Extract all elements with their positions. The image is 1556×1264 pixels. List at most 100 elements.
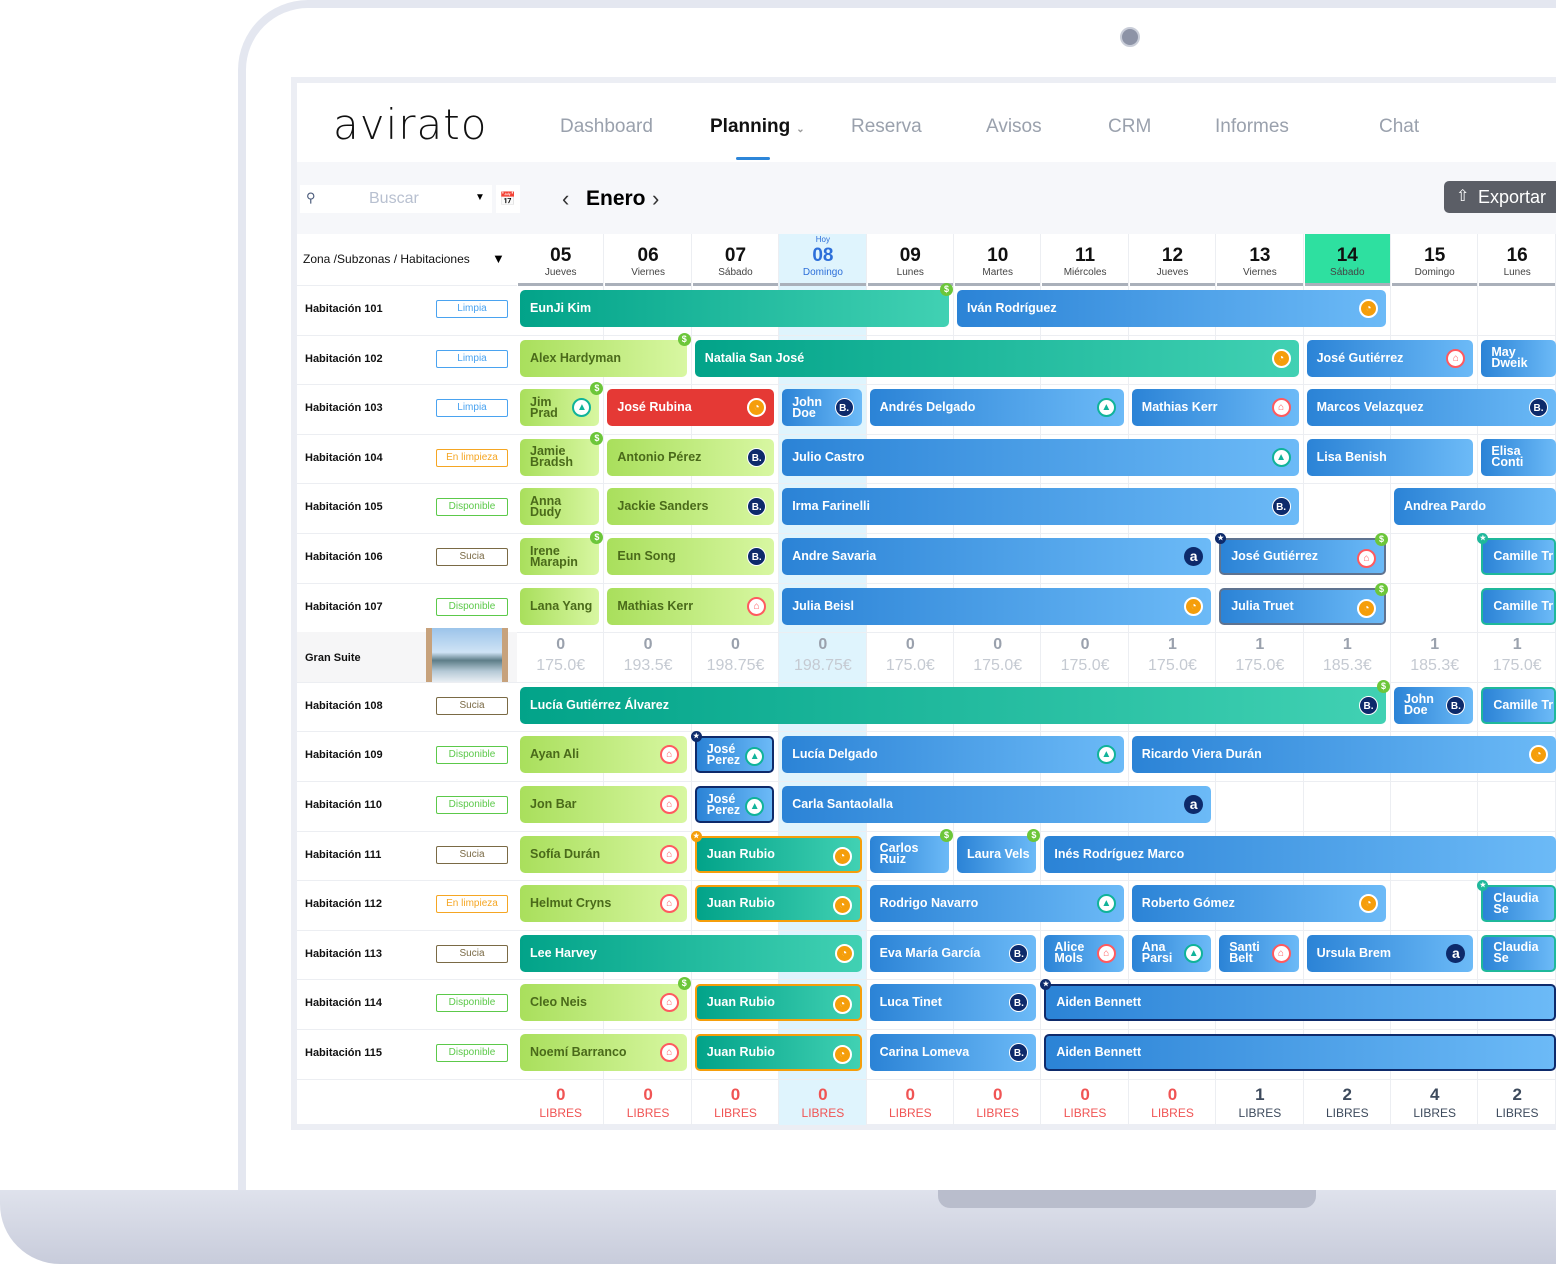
booking-bar[interactable]: Rodrigo Navarro ▲: [869, 885, 1124, 923]
booking-bar[interactable]: Iván Rodríguez ◔: [957, 290, 1386, 327]
day-header-08[interactable]: Hoy 08 Domingo: [780, 234, 866, 286]
export-button[interactable]: ⇧ Exportar: [1444, 181, 1556, 213]
booking-bar[interactable]: Laura Vels $: [957, 828, 1041, 873]
booking-bar[interactable]: Antonio Pérez B.: [607, 438, 775, 476]
booking-bar[interactable]: José Perez ▲: [694, 786, 775, 823]
room-status-badge[interactable]: En limpieza: [436, 895, 508, 914]
room-status-badge[interactable]: Limpia: [436, 300, 508, 318]
booking-bar[interactable]: Andrea Pardo: [1394, 488, 1556, 526]
booking-bar[interactable]: Ayan Ali ⌂: [520, 736, 687, 774]
booking-bar[interactable]: Camille Tr: [1481, 587, 1556, 625]
booking-bar[interactable]: John Doe B.: [782, 389, 862, 427]
booking-bar[interactable]: Claudia Se: [1481, 934, 1556, 972]
next-month-button[interactable]: ›: [652, 186, 660, 211]
booking-bar[interactable]: Elisa Conti: [1481, 438, 1556, 476]
nav-tab-crm[interactable]: CRM: [1108, 116, 1151, 138]
booking-bar[interactable]: Helmut Cryns ⌂: [520, 885, 687, 923]
booking-bar[interactable]: Santi Belt ⌂: [1219, 934, 1299, 972]
room-status-badge[interactable]: Disponible: [436, 796, 508, 814]
booking-bar[interactable]: Ricardo Viera Durán ◔: [1131, 736, 1556, 774]
nav-tab-informes[interactable]: Informes: [1215, 116, 1289, 138]
booking-bar[interactable]: Anna Dudy: [520, 488, 600, 526]
booking-bar[interactable]: Alice Mols ⌂: [1044, 934, 1124, 972]
booking-bar[interactable]: Carlos Ruiz $: [869, 828, 953, 873]
booking-bar[interactable]: Jamie Bradsh $: [520, 431, 604, 476]
room-status-badge[interactable]: Limpia: [436, 349, 508, 368]
booking-bar[interactable]: Camille Tr ★: [1477, 533, 1556, 575]
booking-bar[interactable]: Lana Yang: [520, 587, 600, 625]
booking-bar[interactable]: Andrés Delgado ▲: [869, 389, 1124, 427]
booking-bar[interactable]: Julia Beisl ◔: [782, 587, 1212, 625]
booking-bar[interactable]: José Gutiérrez ⌂: [1306, 339, 1474, 377]
nav-tab-dashboard[interactable]: Dashboard: [560, 116, 653, 138]
booking-bar[interactable]: Juan Rubio ◔: [694, 1034, 862, 1071]
booking-bar[interactable]: José Gutiérrez ⌂ $ ★: [1215, 533, 1388, 575]
booking-bar[interactable]: Lee Harvey ◔: [520, 934, 862, 972]
day-header-12[interactable]: 12 Jueves: [1129, 234, 1216, 286]
booking-bar[interactable]: Julio Castro ▲: [782, 438, 1299, 476]
day-header-15[interactable]: 15 Domingo: [1392, 234, 1478, 286]
dropdown-icon[interactable]: ▼: [492, 251, 505, 266]
room-status-badge[interactable]: Limpia: [436, 399, 508, 418]
day-header-14[interactable]: 14 Sábado: [1304, 234, 1390, 286]
booking-bar[interactable]: Roberto Gómez ◔: [1131, 885, 1386, 923]
booking-bar[interactable]: Sofía Durán ⌂: [520, 835, 687, 873]
booking-bar[interactable]: Alex Hardyman $: [520, 332, 691, 377]
room-status-badge[interactable]: Disponible: [436, 498, 508, 517]
booking-bar[interactable]: Aiden Bennett: [1044, 1034, 1556, 1071]
booking-bar[interactable]: Ana Parsi ▲: [1131, 934, 1212, 972]
room-status-badge[interactable]: Disponible: [436, 1044, 508, 1062]
booking-bar[interactable]: Noemí Barranco ⌂: [520, 1034, 687, 1071]
booking-bar[interactable]: Mathias Kerr ⌂: [607, 587, 775, 625]
booking-bar[interactable]: Juan Rubio ◔: [694, 885, 862, 923]
booking-bar[interactable]: Carla Santaolalla a: [782, 786, 1212, 823]
booking-bar[interactable]: Camille Tr: [1481, 686, 1556, 724]
prev-month-button[interactable]: ‹: [562, 186, 570, 211]
booking-bar[interactable]: EunJi Kim $: [520, 283, 953, 327]
booking-bar[interactable]: José Rubina ◔: [607, 389, 775, 427]
room-status-badge[interactable]: Disponible: [436, 746, 508, 765]
booking-bar[interactable]: Jon Bar ⌂: [520, 786, 687, 823]
booking-bar[interactable]: Jackie Sanders B.: [607, 488, 775, 526]
booking-bar[interactable]: Lisa Benish: [1306, 438, 1474, 476]
day-header-13[interactable]: 13 Viernes: [1217, 234, 1303, 286]
booking-bar[interactable]: Claudia Se ★: [1477, 880, 1556, 923]
room-status-badge[interactable]: En limpieza: [436, 448, 508, 467]
booking-bar[interactable]: Andre Savaria a: [782, 538, 1212, 575]
nav-tab-planning[interactable]: Planning ⌄: [710, 116, 805, 138]
chevron-down-icon[interactable]: ▼: [475, 192, 485, 203]
day-header-16[interactable]: 16 Lunes: [1479, 234, 1555, 286]
booking-bar[interactable]: Eun Song B.: [607, 538, 775, 575]
room-status-badge[interactable]: Sucia: [436, 548, 508, 566]
calendar-icon[interactable]: 📅: [496, 185, 520, 213]
booking-bar[interactable]: Mathias Kerr ⌂: [1131, 389, 1299, 427]
booking-bar[interactable]: Eva María García B.: [869, 934, 1037, 972]
day-header-07[interactable]: 07 Sábado: [692, 234, 779, 286]
booking-bar[interactable]: Juan Rubio ◔: [694, 984, 862, 1022]
booking-bar[interactable]: José Perez ▲ ★: [690, 731, 775, 774]
booking-bar[interactable]: Carina Lomeva B.: [869, 1034, 1037, 1071]
booking-bar[interactable]: Juan Rubio ◔ ★: [690, 830, 862, 873]
booking-bar[interactable]: Ursula Brem a: [1306, 934, 1474, 972]
booking-bar[interactable]: John Doe B.: [1394, 686, 1474, 724]
booking-bar[interactable]: Marcos Velazquez B.: [1306, 389, 1556, 427]
booking-bar[interactable]: Julia Truet ◔ $: [1219, 582, 1388, 625]
booking-bar[interactable]: Jim Prad ▲ $: [520, 382, 604, 427]
day-header-10[interactable]: 10 Martes: [955, 234, 1041, 286]
booking-bar[interactable]: Aiden Bennett ★: [1040, 979, 1556, 1022]
room-status-badge[interactable]: Disponible: [436, 994, 508, 1013]
room-status-badge[interactable]: Sucia: [436, 696, 508, 715]
day-header-05[interactable]: 05 Jueves: [518, 234, 604, 286]
booking-bar[interactable]: May Dweik: [1481, 339, 1556, 377]
booking-bar[interactable]: Lucía Gutiérrez Álvarez B. $: [520, 679, 1390, 724]
nav-tab-chat[interactable]: Chat: [1379, 116, 1419, 138]
booking-bar[interactable]: Luca Tinet B.: [869, 984, 1037, 1022]
booking-bar[interactable]: Irma Farinelli B.: [782, 488, 1299, 526]
day-header-11[interactable]: 11 Miércoles: [1042, 234, 1128, 286]
booking-bar[interactable]: Lucía Delgado ▲: [782, 736, 1124, 774]
booking-bar[interactable]: Inés Rodríguez Marco: [1044, 835, 1556, 873]
day-header-09[interactable]: 09 Lunes: [867, 234, 953, 286]
booking-bar[interactable]: Irene Marapin $: [520, 531, 604, 575]
search-input[interactable]: ⚲ Buscar ▼: [300, 185, 492, 213]
booking-bar[interactable]: Cleo Neis ⌂ $: [520, 977, 691, 1022]
